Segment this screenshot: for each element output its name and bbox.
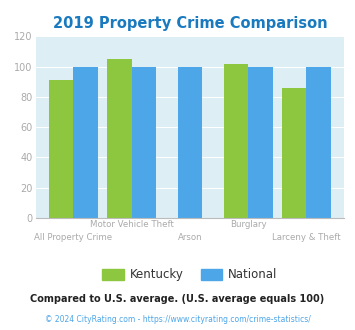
- Bar: [224, 63, 248, 218]
- Bar: [178, 67, 202, 218]
- Text: © 2024 CityRating.com - https://www.cityrating.com/crime-statistics/: © 2024 CityRating.com - https://www.city…: [45, 314, 310, 324]
- Bar: [248, 67, 273, 218]
- Text: Larceny & Theft: Larceny & Theft: [272, 233, 341, 242]
- Text: Compared to U.S. average. (U.S. average equals 100): Compared to U.S. average. (U.S. average …: [31, 294, 324, 304]
- Legend: Kentucky, National: Kentucky, National: [98, 264, 282, 286]
- Bar: [132, 67, 156, 218]
- Text: Motor Vehicle Theft: Motor Vehicle Theft: [90, 220, 174, 229]
- Title: 2019 Property Crime Comparison: 2019 Property Crime Comparison: [53, 16, 327, 31]
- Bar: [306, 67, 331, 218]
- Text: Burglary: Burglary: [230, 220, 267, 229]
- Bar: [107, 59, 132, 218]
- Text: Arson: Arson: [178, 233, 202, 242]
- Text: All Property Crime: All Property Crime: [34, 233, 113, 242]
- Bar: [73, 67, 98, 218]
- Bar: [49, 80, 73, 218]
- Bar: [282, 88, 306, 218]
